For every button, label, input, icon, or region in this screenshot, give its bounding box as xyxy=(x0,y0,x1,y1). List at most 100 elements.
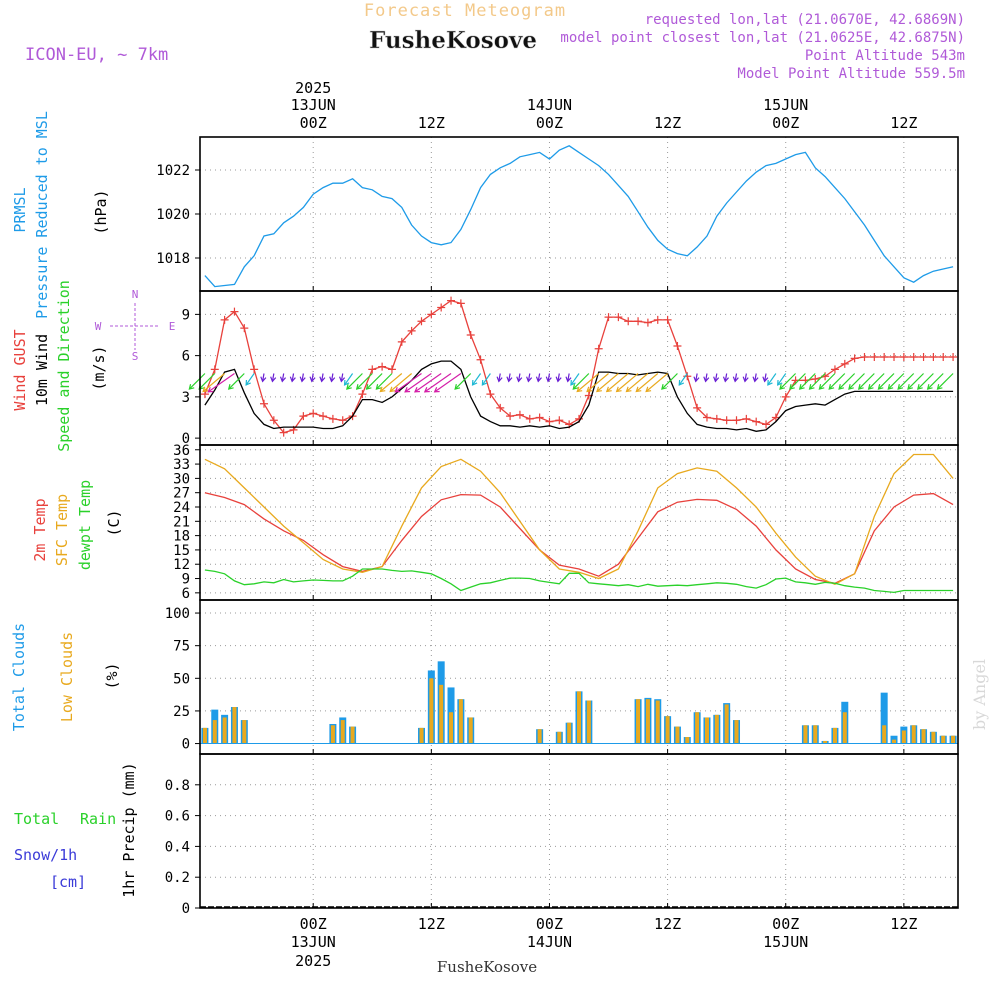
wind-arrow-head xyxy=(936,384,943,390)
wind-labels: Wind GUST 10m Wind Speed and Direction (… xyxy=(11,280,175,452)
wind-arrow-head xyxy=(245,379,251,386)
ytick-label: 18 xyxy=(173,529,190,545)
wind-arrow xyxy=(472,373,482,386)
wind-arrow-head xyxy=(789,384,795,390)
wind-arrow xyxy=(868,373,885,390)
temperature-labels: 2m Temp SFC Temp dewpt Temp (C) xyxy=(31,480,123,570)
gust-marker xyxy=(220,315,229,324)
wind-arrow xyxy=(567,373,570,382)
compass-s: S xyxy=(132,350,139,363)
wind-arrow xyxy=(606,373,629,392)
cloud-bar-low xyxy=(714,714,719,744)
gust-marker xyxy=(447,296,456,305)
cloud-bar-low xyxy=(577,691,581,744)
ytick-label: 6 xyxy=(182,586,190,602)
cloud-bar-low xyxy=(537,729,542,744)
ytick-label: 9 xyxy=(182,307,190,323)
ytick-label: 0 xyxy=(182,431,190,447)
gust-marker xyxy=(515,410,524,419)
wind-arrow-head xyxy=(188,384,195,390)
wind-arrow-head xyxy=(742,376,749,383)
series-line-10m-wind xyxy=(204,360,954,432)
gust-marker xyxy=(781,392,790,401)
wind-arrow-head xyxy=(857,384,864,390)
wind-arrow xyxy=(779,373,796,390)
wind-arrow xyxy=(508,373,511,382)
wind-arrow-head xyxy=(227,384,234,390)
gust-marker xyxy=(407,326,416,335)
bottom-year-label: 2025 xyxy=(295,952,331,970)
gust-marker xyxy=(683,372,692,381)
ytick-label: 1022 xyxy=(156,163,190,179)
gust-marker xyxy=(594,344,603,353)
wind-label-gust: Wind GUST xyxy=(11,329,29,410)
wind-label-dir: Speed and Direction xyxy=(55,280,73,452)
wind-arrow-head xyxy=(572,384,579,390)
wind-arrow xyxy=(321,373,324,382)
pressure-labels: PRMSL Pressure Reduced to MSL (hPa) xyxy=(11,111,110,319)
wind-arrow xyxy=(572,373,590,390)
gust-marker xyxy=(476,355,485,364)
compass-n: N xyxy=(132,288,139,301)
wind-arrow xyxy=(596,373,619,392)
gust-marker xyxy=(939,353,948,361)
temp-label-dew: dewpt Temp xyxy=(76,480,94,570)
precip-label-total: Total xyxy=(14,810,59,828)
temp-label-sfc: SFC Temp xyxy=(53,494,71,566)
cloud-bar-low xyxy=(842,712,847,744)
gust-marker xyxy=(535,413,544,422)
ytick-label: 33 xyxy=(173,457,190,473)
ytick-label: 9 xyxy=(182,572,190,588)
wind-arrow xyxy=(537,373,541,382)
wind-arrow xyxy=(678,373,688,386)
wind-arrow xyxy=(927,373,944,390)
gust-marker xyxy=(673,342,682,350)
wind-arrow-head xyxy=(299,376,306,383)
wind-arrow xyxy=(424,373,452,393)
wind-arrow-head xyxy=(897,384,904,390)
gust-marker xyxy=(427,310,436,319)
wind-arrow xyxy=(907,373,924,390)
wind-arrow xyxy=(346,373,363,390)
model-altitude: Model Point Altitude 559.5m xyxy=(737,66,965,82)
wind-arrow xyxy=(262,373,265,382)
ytick-label: 1018 xyxy=(156,251,190,267)
gust-marker xyxy=(771,413,780,422)
gust-marker xyxy=(840,359,849,368)
bottom-date-label: 13JUN xyxy=(291,933,336,951)
wind-arrow xyxy=(764,373,767,382)
wind-arrow-head xyxy=(570,379,576,386)
gust-marker xyxy=(929,353,938,361)
wind-arrow-head xyxy=(289,376,296,383)
wind-arrow-head xyxy=(605,386,612,393)
bottom-hour-label: 12Z xyxy=(654,915,681,933)
cloud-bar-low xyxy=(468,717,473,744)
wind-arrow xyxy=(777,373,787,386)
bottom-hour-label: 00Z xyxy=(536,915,563,933)
wind-arrow xyxy=(767,373,777,386)
ytick-label: 75 xyxy=(173,639,190,655)
cloud-bar-low xyxy=(734,720,739,744)
wind-arrow xyxy=(281,373,285,382)
wind-arrow xyxy=(661,373,678,390)
wind-arrow xyxy=(245,373,255,386)
panel-frame xyxy=(199,444,959,601)
pressure-label-reduced: Pressure Reduced to MSL xyxy=(33,111,51,319)
gust-marker xyxy=(259,399,268,408)
cloud-bar-low xyxy=(645,699,650,744)
wind-arrow-head xyxy=(270,376,277,383)
wind-arrow-head xyxy=(309,376,316,383)
gust-marker xyxy=(909,353,918,361)
wind-arrow xyxy=(937,373,954,390)
ytick-label: 21 xyxy=(173,514,190,530)
gust-marker xyxy=(722,416,731,425)
ytick-label: 100 xyxy=(165,606,190,622)
data-layer xyxy=(188,145,958,908)
wind-arrow xyxy=(818,373,836,390)
wind-arrow xyxy=(379,373,403,392)
wind-arrow xyxy=(838,373,856,390)
top-hour-label: 12Z xyxy=(418,114,445,132)
gust-marker xyxy=(870,353,879,361)
gust-marker xyxy=(702,413,711,422)
